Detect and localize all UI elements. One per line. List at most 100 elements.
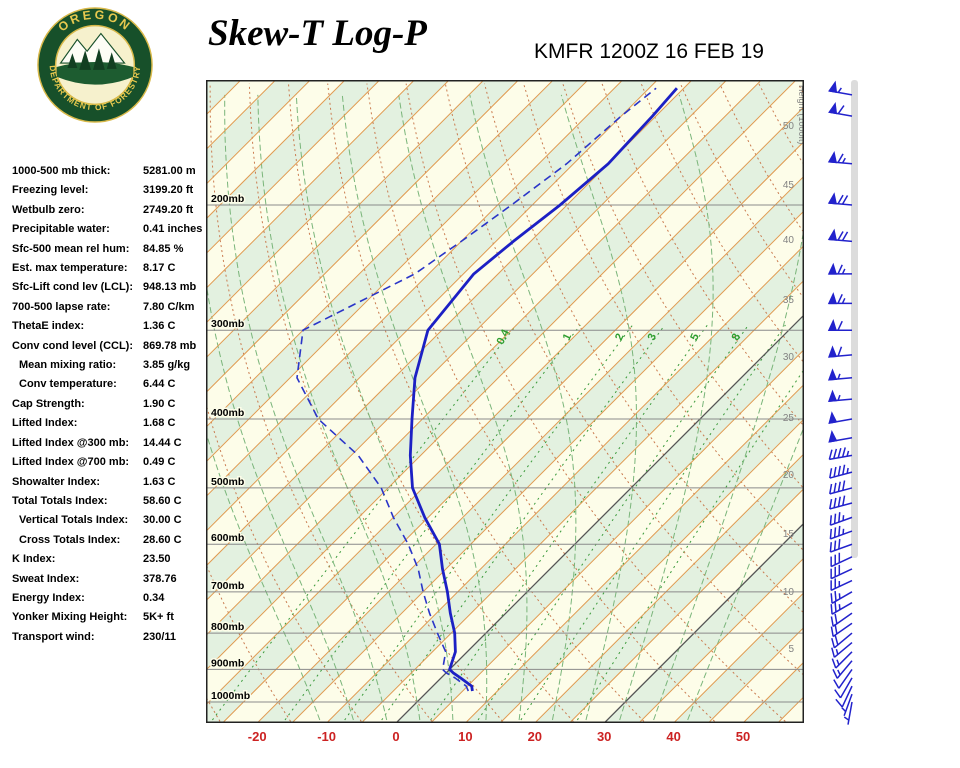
height-label: 5	[788, 644, 794, 655]
stat-label: Showalter Index:	[12, 475, 101, 488]
stat-row: Freezing level: 3199.20 ft	[12, 181, 210, 200]
scrollbar[interactable]	[851, 80, 858, 558]
wind-barb	[829, 464, 853, 479]
stats-panel: 1000-500 mb thick: 5281.00 m Freezing leve…	[12, 162, 210, 647]
height-label: 30	[783, 352, 795, 363]
wind-barb	[827, 368, 853, 381]
mixing-ratio-label: 8	[730, 332, 743, 343]
wind-barb	[833, 669, 853, 689]
wind-barb	[827, 292, 852, 305]
tree-icon	[79, 50, 92, 70]
wind-barb	[827, 389, 853, 402]
wind-barb	[830, 591, 853, 604]
stat-label: Yonker Mixing Height:	[12, 611, 128, 624]
wind-barb	[827, 319, 852, 331]
pressure-label: 500mb	[211, 476, 244, 488]
stat-label: Wetbulb zero:	[12, 203, 85, 216]
wind-barb	[828, 447, 853, 461]
temp-axis-label: 30	[597, 729, 611, 744]
wind-barb	[832, 660, 853, 679]
wind-barb	[829, 480, 853, 495]
stat-label: Conv cond level (CCL):	[12, 339, 134, 352]
odf-logo: OREGON DEPARTMENT OF FORESTRY	[37, 7, 153, 123]
stat-row: Transport wind: 230/11	[12, 628, 210, 647]
height-label: 50	[783, 121, 795, 132]
skewt-chart: 0.4 1 2 3 5 8200mb300mb400mb500mb600mb700mb80…	[206, 80, 806, 744]
stat-value: 1.63 C	[143, 475, 176, 488]
stat-value: 948.13 mb	[143, 281, 197, 294]
stat-label: Mean mixing ratio:	[19, 359, 117, 372]
stat-value: 5281.00 m	[143, 165, 196, 177]
stat-value: 23.50	[143, 553, 171, 566]
stat-value: 230/11	[143, 630, 177, 643]
stat-row: Sweat Index: 378.76	[12, 570, 210, 589]
temperature-curve	[408, 87, 678, 692]
wind-barb	[830, 612, 853, 627]
logo-outer-border	[37, 7, 153, 123]
stat-value: 0.41 inches	[143, 223, 203, 236]
stat-value: 0.49 C	[143, 456, 176, 469]
stat-row: Cap Strength: 1.90 C	[12, 395, 210, 414]
height-label: 15	[783, 529, 795, 540]
stat-row: Sfc-Lift cond lev (LCL): 948.13 mb	[12, 278, 210, 297]
stat-row: Cross Totals Index: 28.60 C	[12, 531, 210, 550]
stat-row: ThetaE index: 1.36 C	[12, 317, 210, 336]
stat-row: Est. max temperature: 8.17 C	[12, 259, 210, 278]
height-label: 25	[783, 413, 795, 424]
stat-row: Sfc-500 mean rel hum: 84.85 %	[12, 240, 210, 259]
stat-row: Yonker Mixing Height: 5K+ ft	[12, 608, 210, 627]
temp-axis-label: 0	[392, 729, 399, 744]
stat-label: Precipitable water:	[12, 223, 110, 236]
stat-value: 2749.20 ft	[143, 203, 194, 216]
pressure-label: 700mb	[211, 580, 244, 592]
stat-label: 700-500 lapse rate:	[12, 300, 111, 313]
stat-label: Sfc-Lift cond lev (LCL):	[12, 281, 133, 294]
temp-axis-label: 50	[736, 729, 750, 744]
height-label: 35	[783, 295, 795, 306]
pressure-label: 200mb	[211, 193, 244, 205]
stat-label: Energy Index:	[12, 591, 85, 604]
wind-barb	[828, 430, 853, 443]
wind-barb	[828, 101, 853, 117]
stat-label: Vertical Totals Index:	[19, 514, 129, 527]
logo-art	[56, 32, 134, 85]
stat-value: 7.80 C/km	[143, 300, 195, 313]
stat-row: 700-500 lapse rate: 7.80 C/km	[12, 298, 210, 317]
pressure-label: 800mb	[211, 621, 244, 633]
isotherm-lines	[207, 81, 803, 722]
pressure-label: 1000mb	[211, 690, 250, 702]
wind-barb	[831, 641, 853, 658]
stat-value: 3.85 g/kg	[143, 359, 191, 372]
wind-barb	[829, 525, 853, 540]
stat-label: Cap Strength:	[12, 397, 85, 410]
tree-icon	[93, 48, 105, 70]
height-axis-title: Height (1000ft)	[797, 85, 806, 145]
wind-barb	[827, 192, 853, 206]
mixing-ratio-label: 5	[688, 332, 701, 343]
height-label: 45	[783, 180, 795, 191]
wind-barb	[827, 228, 853, 243]
tree-icon	[106, 52, 117, 69]
wind-barb-column	[827, 80, 858, 725]
wind-barb	[834, 677, 853, 699]
temp-axis-label: 40	[666, 729, 680, 744]
dewpoint-curve	[296, 87, 657, 692]
stat-value: 3199.20 ft	[143, 184, 194, 197]
stat-value: 5K+ ft	[143, 611, 174, 624]
wind-barb	[831, 632, 853, 649]
stat-row: Lifted Index @700 mb: 0.49 C	[12, 453, 210, 472]
stat-value: 1.36 C	[143, 320, 176, 333]
wind-barb	[830, 552, 853, 568]
mixing-ratio-label: 3	[646, 332, 659, 343]
wind-barb	[829, 495, 853, 510]
wind-barb	[830, 564, 853, 580]
stat-value: 28.60 C	[143, 533, 182, 546]
stat-label: K Index:	[12, 553, 56, 566]
wind-barb	[843, 701, 853, 725]
temp-axis-label: -10	[317, 729, 336, 744]
stat-row: Mean mixing ratio: 3.85 g/kg	[12, 356, 210, 375]
stat-value: 0.34	[143, 591, 165, 604]
height-label: 20	[783, 470, 795, 481]
stat-label: Lifted Index @300 mb:	[12, 436, 130, 449]
wind-barb	[828, 411, 853, 424]
